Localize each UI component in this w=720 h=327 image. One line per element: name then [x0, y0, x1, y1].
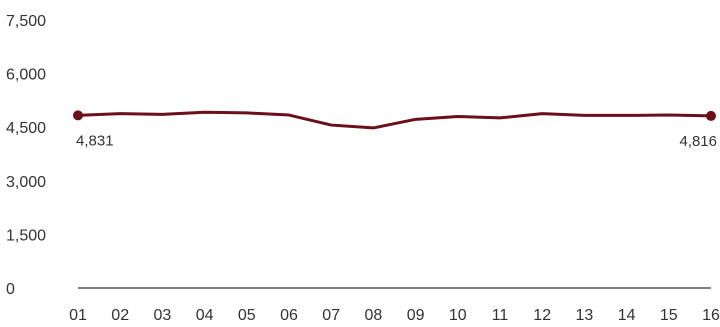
x-tick-label: 08 [365, 307, 383, 324]
x-tick-label: 07 [322, 307, 340, 324]
x-tick-label: 14 [618, 307, 636, 324]
y-tick-label: 3,000 [6, 174, 46, 191]
x-tick-label: 01 [69, 307, 87, 324]
x-tick-label: 12 [533, 307, 551, 324]
y-tick-label: 1,500 [6, 227, 46, 244]
y-tick-label: 4,500 [6, 120, 46, 137]
x-tick-label: 02 [111, 307, 129, 324]
y-tick-label: 7,500 [6, 13, 46, 30]
data-label: 4,816 [679, 133, 717, 150]
data-label: 4,831 [76, 132, 114, 149]
x-tick-label: 05 [238, 307, 256, 324]
series-point-marker [73, 110, 83, 121]
x-tick-label: 09 [407, 307, 425, 324]
series-markers [73, 110, 716, 121]
x-tick-label: 13 [576, 307, 594, 324]
x-tick-label: 16 [702, 307, 720, 324]
series-point-marker [706, 110, 716, 121]
data-labels: 4,831 4,816 [76, 132, 717, 150]
x-tick-label: 03 [154, 307, 172, 324]
y-tick-label: 6,000 [6, 67, 46, 84]
x-tick-label: 11 [492, 307, 509, 324]
x-axis-ticks: 01 02 03 04 05 06 07 08 09 10 11 12 13 14 15 16 [69, 307, 720, 324]
x-tick-label: 10 [449, 307, 467, 324]
y-tick-label: 0 [6, 281, 15, 298]
series-line [76, 110, 713, 130]
y-axis-ticks: 0 1,500 3,000 4,500 6,000 7,500 [6, 13, 46, 298]
x-tick-label: 06 [280, 307, 298, 324]
x-tick-label: 04 [196, 307, 214, 324]
x-tick-label: 15 [660, 307, 678, 324]
